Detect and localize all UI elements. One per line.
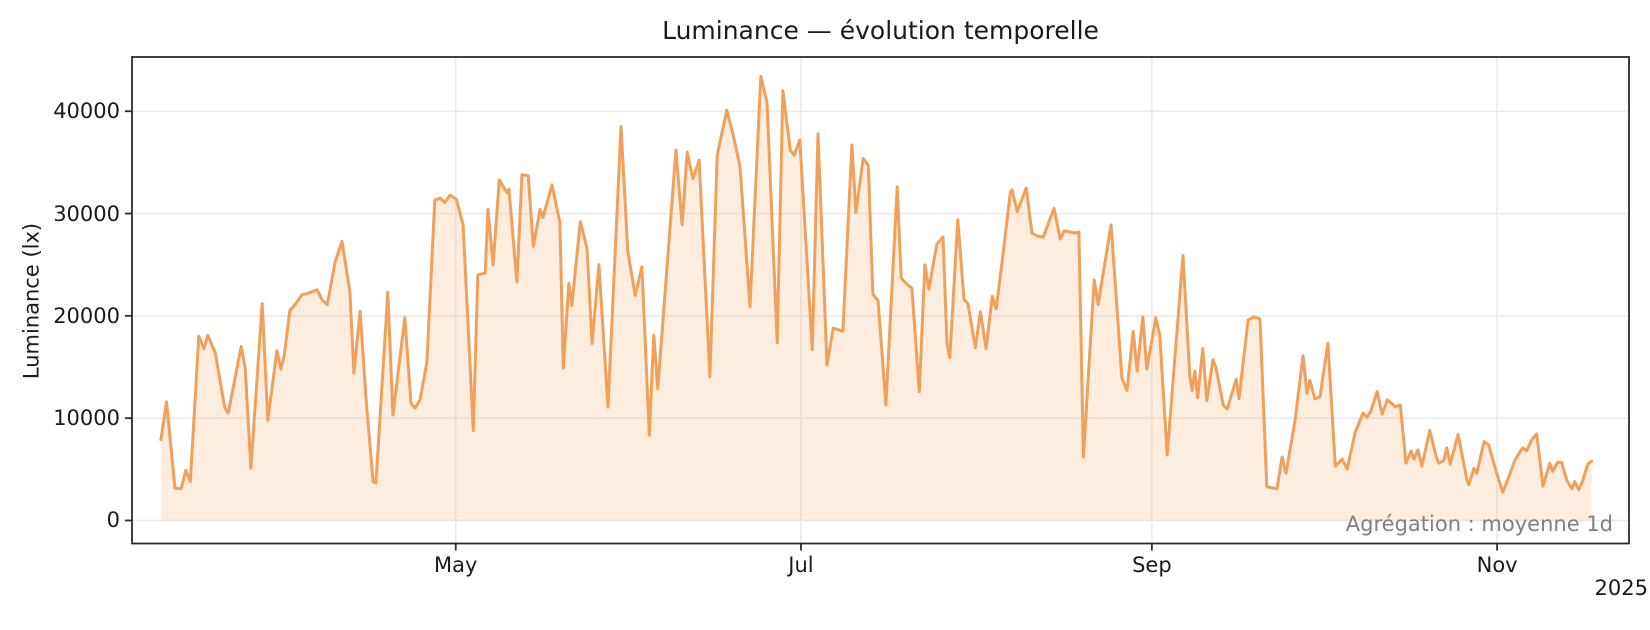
x-tick-label-jul: Jul	[788, 553, 814, 577]
y-tick-label-0: 0	[106, 508, 120, 533]
x-axis-year-label: 2025	[1594, 576, 1648, 600]
y-axis-label: Luminance (lx)	[19, 222, 44, 380]
x-tick-label-nov: Nov	[1476, 553, 1518, 577]
x-tick-label-may: May	[434, 553, 478, 577]
x-tick-label-sep: Sep	[1132, 553, 1172, 577]
y-tick-label-40000: 40000	[53, 99, 120, 124]
y-tick-label-10000: 10000	[53, 406, 120, 431]
y-tick-label-20000: 20000	[53, 303, 120, 328]
tick-marks	[125, 110, 1499, 551]
y-tick-label-30000: 30000	[53, 201, 120, 226]
luminance-line	[159, 74, 1594, 494]
aggregation-annotation: Agrégation : moyenne 1d	[1345, 512, 1613, 536]
chart-title: Luminance — évolution temporelle	[662, 16, 1099, 45]
axes-spines	[131, 56, 1630, 545]
